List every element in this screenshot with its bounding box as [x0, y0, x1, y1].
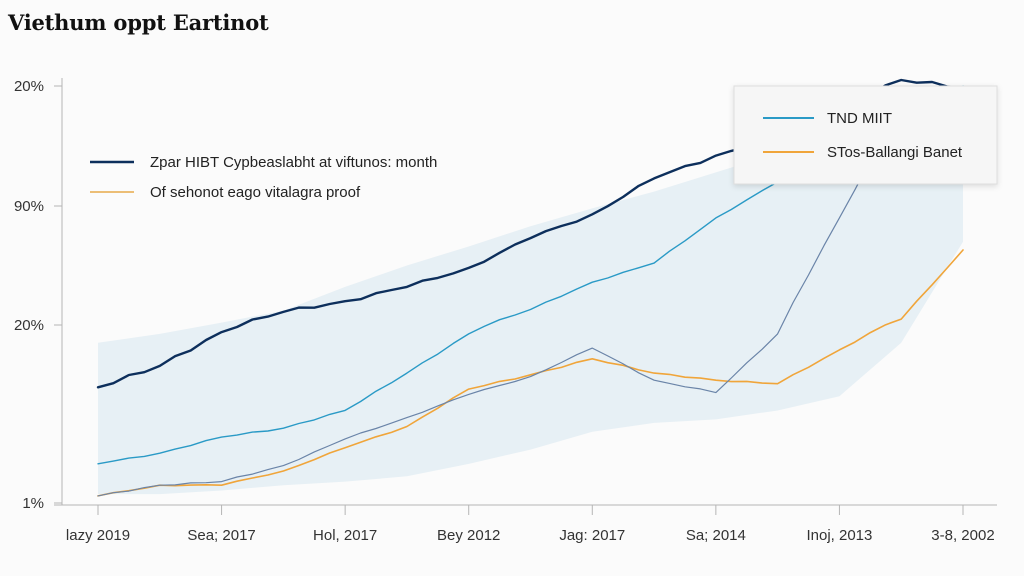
- legend-label: Zpar HIBT Cypbeaslabht at viftunos: mont…: [150, 154, 437, 171]
- x-tick-label: Sea; 2017: [187, 527, 255, 544]
- y-tick-label: 1%: [22, 495, 44, 512]
- y-tick-label: 90%: [14, 198, 44, 215]
- chart-title: Viethum oppt Eartinot: [8, 10, 269, 35]
- x-tick-label: Sa; 2014: [686, 527, 746, 544]
- x-tick-label: 3-8, 2002: [931, 527, 994, 544]
- x-tick-label: Jag: 2017: [559, 527, 625, 544]
- x-tick-label: lazy 2019: [66, 527, 130, 544]
- x-tick-label: Inoj, 2013: [806, 527, 872, 544]
- legend-label: Of sehonot eago vitalagra proof: [150, 184, 361, 201]
- x-tick-label: Hol, 2017: [313, 527, 377, 544]
- axes: 1% 20% 90% 20% lazy 2019 Sea; 2017 Hol, 2017 Be…: [14, 78, 997, 544]
- legend-label: TND MIIT: [827, 110, 892, 127]
- series-line-3: [97, 249, 964, 497]
- legend-label: STos-Ballangi Banet: [827, 144, 963, 161]
- y-tick-label: 20%: [14, 317, 44, 334]
- confidence-band: [98, 92, 963, 495]
- band-layer: [98, 92, 963, 495]
- series-line-4: [97, 91, 964, 497]
- y-tick-label: 20%: [14, 78, 44, 95]
- legend-box: [733, 85, 998, 185]
- x-tick-label: Bey 2012: [437, 527, 500, 544]
- legends: Zpar HIBT Cypbeaslabht at viftunos: mont…: [90, 85, 998, 201]
